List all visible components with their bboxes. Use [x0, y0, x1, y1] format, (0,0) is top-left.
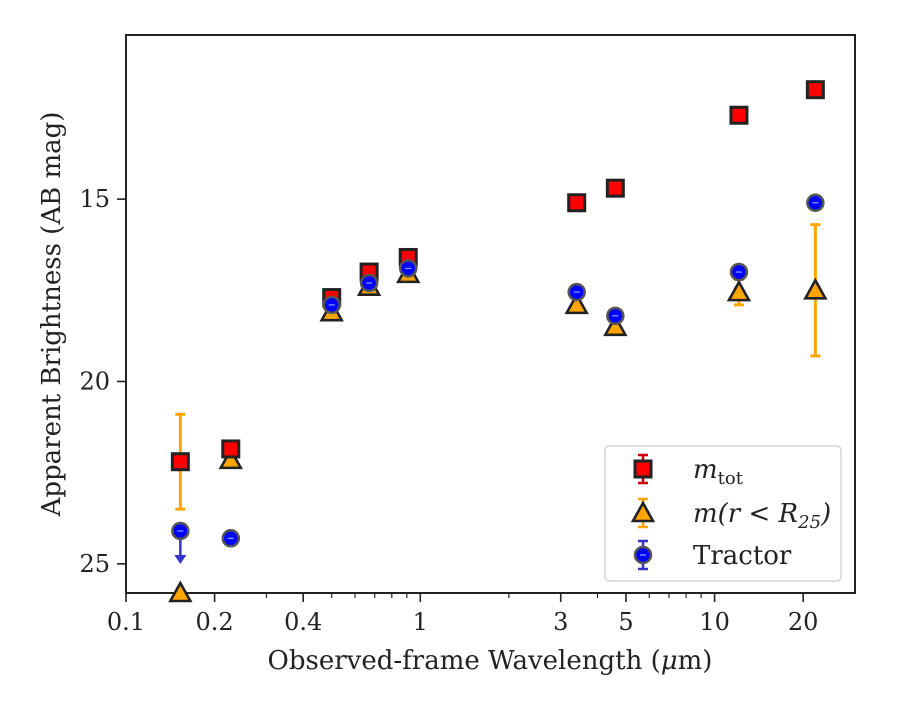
- y-axis-ticks: 15 20 25: [79, 185, 126, 578]
- x-tick-label: 0.4: [284, 608, 322, 636]
- upper-limit-arrowhead: [174, 555, 187, 564]
- legend-marker-square: [633, 459, 653, 479]
- x-axis-title-tail: m): [678, 646, 713, 676]
- y-tick-label: 25: [79, 550, 110, 578]
- point-square: [221, 439, 241, 459]
- point-triangle: [218, 447, 243, 470]
- point-square: [729, 105, 749, 125]
- point-square: [567, 193, 587, 213]
- x-tick-label: 10: [699, 608, 730, 636]
- legend-label: Tractor: [693, 541, 792, 571]
- point-triangle: [803, 277, 828, 300]
- point-square: [805, 80, 825, 100]
- x-axis-title: Observed-frame Wavelength (μm): [268, 646, 713, 676]
- point-square: [170, 452, 190, 472]
- x-tick-label: 0.1: [107, 608, 145, 636]
- y-tick-label: 20: [79, 367, 110, 395]
- legend-marker-triangle: [630, 500, 656, 523]
- y-axis-title: Apparent Brightness (AB mag): [37, 112, 67, 518]
- x-tick-label: 20: [788, 608, 819, 636]
- x-axis-title-text: Observed-frame Wavelength (: [268, 646, 661, 676]
- legend-box: [604, 445, 842, 582]
- legend-label: mtot: [693, 455, 744, 489]
- point-triangle: [726, 279, 752, 302]
- point-triangle: [603, 314, 628, 337]
- x-axis-title-mu: μ: [661, 646, 678, 676]
- x-tick-label: 0.2: [196, 608, 234, 636]
- x-tick-label: 3: [553, 608, 568, 636]
- x-axis-ticks: 0.1 0.2 0.4 1 3 5 10 20: [107, 593, 819, 636]
- point-square: [605, 178, 625, 198]
- point-triangle: [564, 292, 589, 315]
- y-tick-label: 15: [79, 185, 110, 213]
- data-marks: [168, 80, 828, 603]
- legend-label: m(r < R25): [693, 499, 831, 533]
- x-tick-label: 1: [413, 608, 428, 636]
- legend: mtot m(r < R25) Tractor: [604, 445, 842, 582]
- point-triangle: [168, 580, 193, 603]
- x-tick-label: 5: [618, 608, 633, 636]
